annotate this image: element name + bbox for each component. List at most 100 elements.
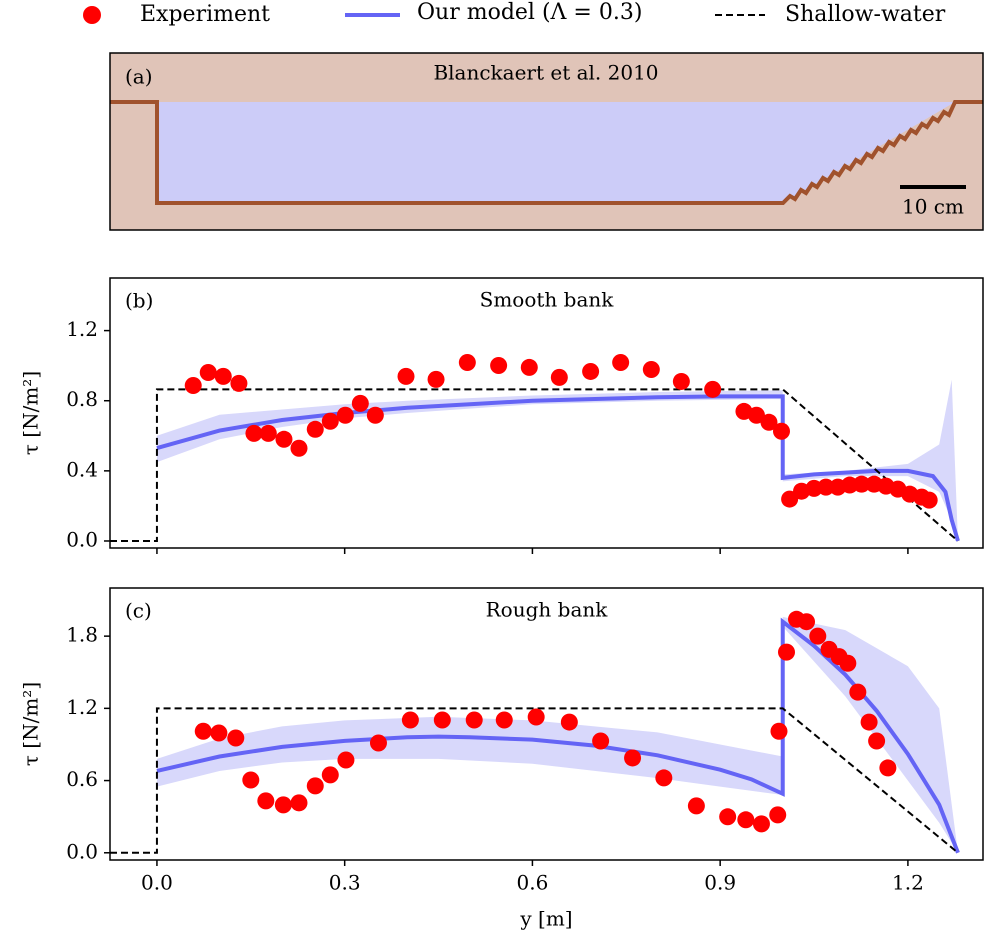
experiment-point <box>397 367 415 385</box>
y-tick-label: 0.4 <box>66 457 98 481</box>
experiment-point <box>747 406 765 424</box>
panel-label: (b) <box>125 289 153 313</box>
experiment-point <box>227 729 245 747</box>
experiment-point <box>849 683 867 701</box>
experiment-point <box>769 806 787 824</box>
experiment-point <box>798 613 816 631</box>
y-tick-label: 0.0 <box>66 527 98 551</box>
x-axis-label: y [m] <box>519 907 572 931</box>
legend-label: Shallow-water <box>785 2 946 27</box>
experiment-point <box>520 358 538 376</box>
experiment-point <box>624 749 642 767</box>
experiment-point <box>809 627 827 645</box>
x-tick-label: 1.2 <box>892 871 924 895</box>
experiment-point <box>879 759 897 777</box>
experiment-point <box>230 374 248 392</box>
experiment-point <box>369 734 387 752</box>
experiment-point <box>275 430 293 448</box>
experiment-point <box>427 370 445 388</box>
experiment-point <box>290 439 308 457</box>
experiment-point <box>817 478 835 496</box>
plot-area <box>110 610 960 854</box>
experiment-point <box>772 422 790 440</box>
experiment-point <box>465 711 483 729</box>
experiment-point <box>433 711 451 729</box>
y-axis-label: τ [N/m²] <box>19 371 43 455</box>
experiment-point <box>642 361 660 379</box>
x-tick-label: 0.0 <box>141 871 173 895</box>
experiment-point <box>550 368 568 386</box>
y-tick-label: 1.8 <box>66 623 98 647</box>
y-tick-label: 0.6 <box>66 767 98 791</box>
experiment-point <box>704 380 722 398</box>
experiment-point <box>495 711 513 729</box>
experiment-point <box>560 713 578 731</box>
legend: Experiment Our model (Λ = 0.3) Shallow-w… <box>83 0 946 27</box>
model-line <box>156 394 960 542</box>
frame <box>109 52 984 231</box>
legend-marker <box>83 6 101 24</box>
experiment-point <box>366 406 384 424</box>
model-line <box>156 617 960 854</box>
experiment-point <box>853 475 871 493</box>
experiment-point <box>257 792 275 810</box>
experiment-point <box>527 708 545 726</box>
experiment-point <box>259 424 277 442</box>
experiment-point <box>760 413 778 431</box>
experiment-point <box>860 713 878 731</box>
experiment-point <box>306 420 324 438</box>
frame <box>109 277 984 549</box>
y-axis-label: τ [N/m²] <box>19 682 43 766</box>
shallow-water-line <box>110 388 959 542</box>
experiment-point <box>274 796 292 814</box>
experiment-point <box>401 711 419 729</box>
experiment-point <box>490 356 508 374</box>
experiment-point <box>184 376 202 394</box>
bed-line <box>110 100 983 205</box>
experiment-point <box>351 394 369 412</box>
experiment-point <box>592 732 610 750</box>
experiment-point <box>194 722 212 740</box>
panel-title: Blanckaert et al. 2010 <box>433 61 658 85</box>
panel-title: Smooth bank <box>480 288 615 312</box>
experiment-point <box>868 732 886 750</box>
experiment-point <box>337 751 355 769</box>
experiment-point <box>214 367 232 385</box>
panel-label: (c) <box>125 599 152 623</box>
panel-a: 10 cm (a) Blanckaert et al. 2010 <box>109 52 984 231</box>
experiment-point <box>582 362 600 380</box>
experiment-point <box>719 808 737 826</box>
y-tick-label: 0.8 <box>66 387 98 411</box>
experiment-point <box>321 766 339 784</box>
experiment-point <box>777 643 795 661</box>
uncertainty-band <box>156 379 958 541</box>
y-tick-label: 1.2 <box>66 317 98 341</box>
experiment-point <box>612 354 630 372</box>
panel: 0.0 0.6 1.2 1.8 0.0 0.3 0.6 0.9 1.2 (c) Rough bank… <box>19 587 984 931</box>
x-tick-label: 0.6 <box>517 871 549 895</box>
experiment-point <box>245 424 263 442</box>
experiment-point <box>199 364 217 381</box>
experiment-point <box>752 815 770 833</box>
experiment-point <box>336 406 354 424</box>
panel-label: (a) <box>125 65 153 89</box>
x-tick-label: 0.9 <box>704 871 736 895</box>
experiment-point <box>687 797 705 815</box>
legend-label: Our model (Λ = 0.3) <box>417 0 642 25</box>
frame <box>109 587 984 861</box>
uncertainty-band <box>156 616 958 853</box>
panel-title: Rough bank <box>486 598 609 622</box>
y-tick-label: 1.2 <box>66 695 98 719</box>
y-tick-label: 0.0 <box>66 839 98 863</box>
experiment-point <box>306 777 324 795</box>
experiment-point <box>242 771 260 789</box>
x-tick-label: 0.3 <box>329 871 361 895</box>
experiment-point <box>290 794 308 812</box>
experiment-point <box>672 372 690 390</box>
legend-label: Experiment <box>140 2 270 27</box>
experiment-point <box>655 769 673 787</box>
scale-label: 10 cm <box>902 195 964 219</box>
shallow-water-line <box>110 707 959 854</box>
experiment-point <box>920 491 938 509</box>
